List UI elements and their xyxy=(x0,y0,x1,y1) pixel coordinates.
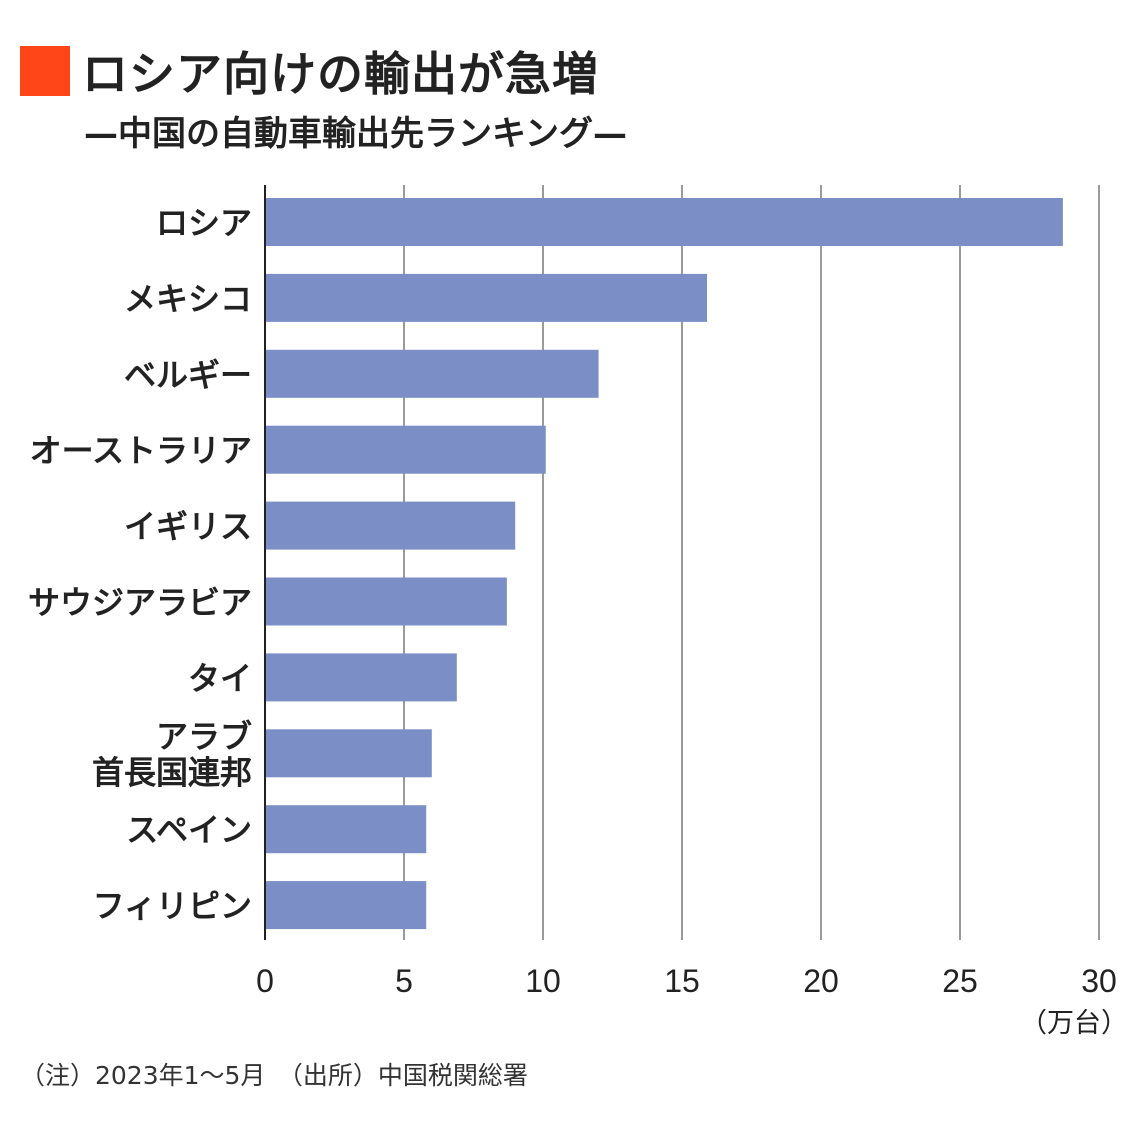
x-tick-label: 5 xyxy=(395,963,413,999)
category-label: スペイン xyxy=(126,811,252,849)
x-tick-label: 15 xyxy=(664,963,700,999)
x-tick-label: 0 xyxy=(256,963,274,999)
x-axis-unit-label: （万台） xyxy=(1020,1008,1128,1039)
category-label: イギリス xyxy=(124,508,252,546)
bar xyxy=(265,349,599,398)
category-label: フィリピン xyxy=(93,887,252,925)
footer-note: （注）2023年1～5月 （出所）中国税関総署 xyxy=(20,1061,528,1090)
x-tick-label: 25 xyxy=(942,963,978,999)
category-label: オーストラリア xyxy=(30,432,252,470)
category-label: ベルギー xyxy=(124,356,252,394)
x-tick-label: 10 xyxy=(525,963,561,999)
category-label: タイ xyxy=(188,659,252,697)
title-row: ロシア向けの輸出が急増 xyxy=(20,38,599,104)
x-tick-label: 30 xyxy=(1081,963,1117,999)
bar xyxy=(265,198,1063,246)
bar xyxy=(265,881,427,930)
bar xyxy=(265,805,427,854)
bar xyxy=(265,425,546,474)
category-label: メキシコ xyxy=(124,280,252,318)
bar xyxy=(265,273,708,322)
category-label: サウジアラビア xyxy=(28,584,252,622)
bar xyxy=(265,577,507,626)
bar xyxy=(265,729,432,778)
chart-title: ロシア向けの輸出が急増 xyxy=(82,47,599,101)
bar xyxy=(265,501,516,550)
bar xyxy=(265,653,457,702)
chart-subtitle: —中国の自動車輸出先ランキング— xyxy=(84,114,627,154)
x-tick-label: 20 xyxy=(803,963,839,999)
category-label: アラブ首長国連邦 xyxy=(92,717,252,791)
category-label: ロシア xyxy=(156,204,252,242)
title-marker xyxy=(20,46,70,96)
